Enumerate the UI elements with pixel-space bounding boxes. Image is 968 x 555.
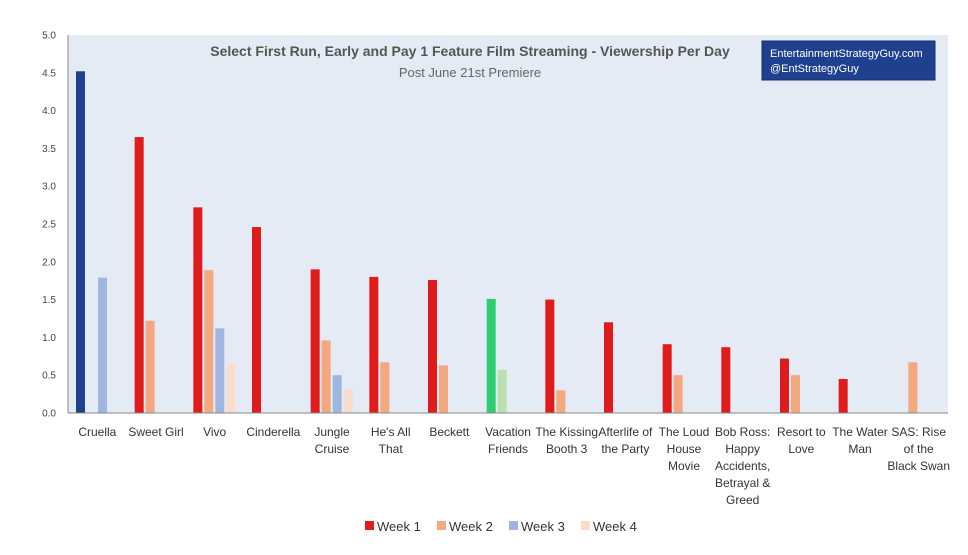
category-label: Vivo bbox=[203, 425, 226, 439]
y-tick-label: 2.5 bbox=[42, 220, 56, 231]
category-label: He's All bbox=[371, 425, 411, 439]
category-label: Booth 3 bbox=[546, 442, 588, 456]
bar-week-2 bbox=[145, 320, 155, 413]
category-label: The Loud bbox=[659, 425, 710, 439]
category-label: That bbox=[379, 442, 404, 456]
legend-swatch bbox=[437, 521, 446, 530]
y-tick-label: 0.0 bbox=[42, 409, 56, 420]
category-label: Love bbox=[788, 442, 814, 456]
bar-week-1 bbox=[780, 358, 789, 413]
bar-week-1 bbox=[310, 269, 320, 413]
bar-week-1 bbox=[662, 344, 672, 413]
bar-week-1 bbox=[252, 227, 261, 413]
bar-week-2 bbox=[439, 365, 448, 413]
category-label: The Water bbox=[832, 425, 888, 439]
y-tick-label: 3.0 bbox=[42, 182, 56, 193]
category-label: Friends bbox=[488, 442, 528, 456]
category-label: Man bbox=[848, 442, 871, 456]
y-tick-label: 1.5 bbox=[42, 295, 56, 306]
chart-subtitle: Post June 21st Premiere bbox=[399, 65, 541, 80]
bar-week-2 bbox=[204, 270, 214, 413]
category-label: Greed bbox=[726, 493, 759, 507]
legend-label: Week 3 bbox=[521, 519, 565, 534]
y-tick-label: 1.0 bbox=[42, 333, 56, 344]
bar-week-2 bbox=[673, 375, 683, 413]
legend-swatch bbox=[365, 521, 374, 530]
category-label: Sweet Girl bbox=[128, 425, 183, 439]
credit-box: EntertainmentStrategyGuy.com @EntStrateg… bbox=[761, 40, 936, 81]
y-tick-label: 4.0 bbox=[42, 106, 56, 117]
plot-background bbox=[68, 35, 948, 413]
bar-week-4 bbox=[343, 389, 353, 413]
category-label: Cinderella bbox=[246, 425, 300, 439]
bar-week-1 bbox=[76, 71, 85, 414]
bar-week-1 bbox=[604, 322, 613, 413]
bars bbox=[76, 71, 918, 414]
category-label: The Kissing bbox=[535, 425, 598, 439]
legend-label: Week 1 bbox=[377, 519, 421, 534]
bar-week-1 bbox=[193, 207, 203, 413]
bar-week-3 bbox=[215, 328, 225, 413]
category-label: Afterlife of bbox=[598, 425, 653, 439]
bar-week-2 bbox=[321, 340, 331, 413]
legend-label: Week 2 bbox=[449, 519, 493, 534]
credit-handle: @EntStrategyGuy bbox=[770, 63, 859, 75]
category-label: Vacation bbox=[485, 425, 531, 439]
bar-week-3 bbox=[98, 277, 107, 413]
category-label: of the bbox=[904, 442, 934, 456]
bar-week-1 bbox=[721, 347, 731, 413]
bar-week-1 bbox=[838, 378, 848, 413]
bar-week-1 bbox=[134, 137, 144, 413]
bar-week-2 bbox=[556, 390, 566, 413]
credit-website: EntertainmentStrategyGuy.com bbox=[770, 48, 923, 60]
y-tick-label: 5.0 bbox=[42, 31, 56, 42]
legend-swatch bbox=[581, 521, 590, 530]
credit-box-background bbox=[761, 40, 936, 81]
bar-week-2 bbox=[908, 362, 918, 413]
y-tick-label: 3.5 bbox=[42, 144, 56, 155]
bar-week-1 bbox=[486, 298, 496, 413]
category-label: Cruella bbox=[78, 425, 116, 439]
category-label: Cruise bbox=[315, 442, 350, 456]
y-tick-label: 2.0 bbox=[42, 257, 56, 268]
category-label: Beckett bbox=[429, 425, 470, 439]
bar-week-1 bbox=[369, 276, 379, 413]
bar-week-3 bbox=[332, 375, 342, 413]
bar-week-4 bbox=[226, 363, 236, 413]
category-label: Black Swan bbox=[887, 459, 950, 473]
bar-week-1 bbox=[428, 279, 437, 413]
legend-swatch bbox=[509, 521, 518, 530]
legend-label: Week 4 bbox=[593, 519, 637, 534]
bar-week-2 bbox=[791, 375, 800, 413]
y-axis: 0.0 0.5 1.0 1.5 2.0 2.5 3.0 3.5 4.0 4.5 5.0 bbox=[42, 31, 56, 420]
x-axis: Cruella Sweet Girl Vivo Cinderella Jungle Cru… bbox=[78, 425, 950, 507]
y-tick-label: 4.5 bbox=[42, 68, 56, 79]
category-label: Happy bbox=[725, 442, 760, 456]
bar-week-1 bbox=[545, 299, 555, 413]
category-label: Resort to bbox=[777, 425, 826, 439]
category-label: House bbox=[667, 442, 702, 456]
chart-title: Select First Run, Early and Pay 1 Featur… bbox=[210, 43, 730, 59]
category-label: Bob Ross: bbox=[715, 425, 770, 439]
category-label: Jungle bbox=[314, 425, 350, 439]
category-label: the Party bbox=[601, 442, 649, 456]
category-label: Betrayal & bbox=[715, 476, 770, 490]
category-label: Accidents, bbox=[715, 459, 770, 473]
bar-week-2 bbox=[497, 369, 507, 413]
bar-week-2 bbox=[380, 362, 390, 413]
category-label: Movie bbox=[668, 459, 700, 473]
y-tick-label: 0.5 bbox=[42, 371, 56, 382]
legend: Week 1 Week 2 Week 3 Week 4 bbox=[365, 519, 637, 534]
category-label: SAS: Rise bbox=[891, 425, 946, 439]
